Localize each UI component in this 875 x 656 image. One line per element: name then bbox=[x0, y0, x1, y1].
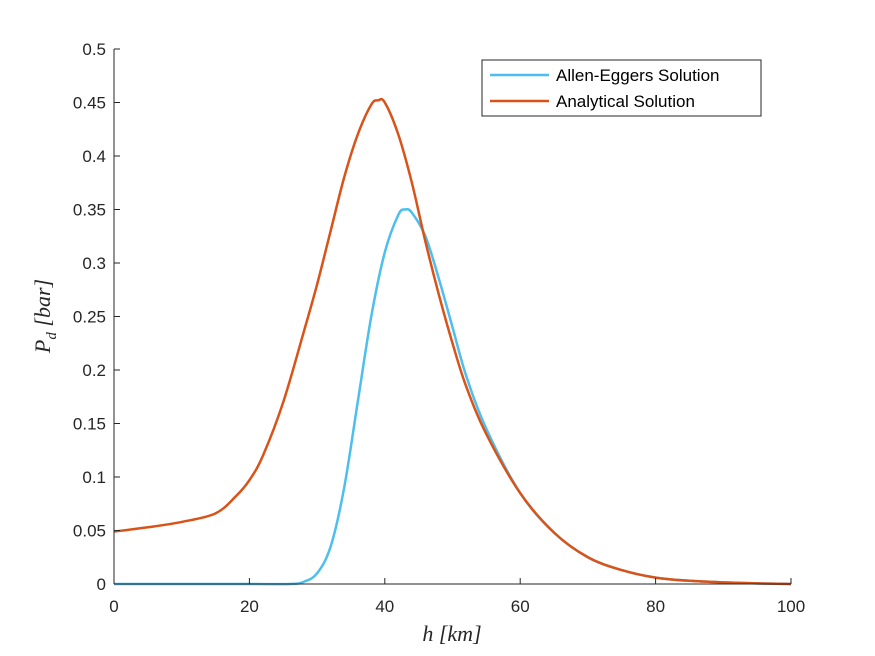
y-tick-label: 0.15 bbox=[73, 415, 106, 434]
y-axis-label: Pd [bar] bbox=[30, 279, 60, 354]
y-tick-label: 0.4 bbox=[82, 147, 106, 166]
y-tick-label: 0.5 bbox=[82, 40, 106, 59]
x-tick-label: 60 bbox=[511, 597, 530, 616]
y-tick-label: 0.2 bbox=[82, 361, 106, 380]
legend-label-analytical: Analytical Solution bbox=[556, 92, 695, 111]
x-axis-label: h [km] bbox=[422, 621, 481, 646]
series-layer bbox=[113, 97, 792, 586]
axes: 0 20 40 60 80 100 0 0.05 0.1 0.15 0.2 0.25 0.3 0.35 0.… bbox=[73, 40, 805, 616]
y-tick-label: 0.05 bbox=[73, 522, 106, 541]
y-tick-label: 0 bbox=[97, 575, 106, 594]
y-tick-label: 0.1 bbox=[82, 468, 106, 487]
y-tick-label: 0.3 bbox=[82, 254, 106, 273]
y-tick-label: 0.25 bbox=[73, 308, 106, 327]
y-tick-label: 0.45 bbox=[73, 94, 106, 113]
plot-area bbox=[114, 49, 791, 584]
x-tick-label: 80 bbox=[646, 597, 665, 616]
legend-label-allen-eggers: Allen-Eggers Solution bbox=[556, 66, 719, 85]
series-line-analytical bbox=[113, 97, 792, 586]
legend-box bbox=[481, 59, 762, 117]
x-tick-label: 100 bbox=[777, 597, 805, 616]
x-tick-label: 20 bbox=[240, 597, 259, 616]
legend: Allen-Eggers Solution Analytical Solutio… bbox=[481, 59, 762, 117]
x-tick-label: 0 bbox=[109, 597, 118, 616]
x-tick-label: 40 bbox=[375, 597, 394, 616]
y-tick-label: 0.35 bbox=[73, 201, 106, 220]
